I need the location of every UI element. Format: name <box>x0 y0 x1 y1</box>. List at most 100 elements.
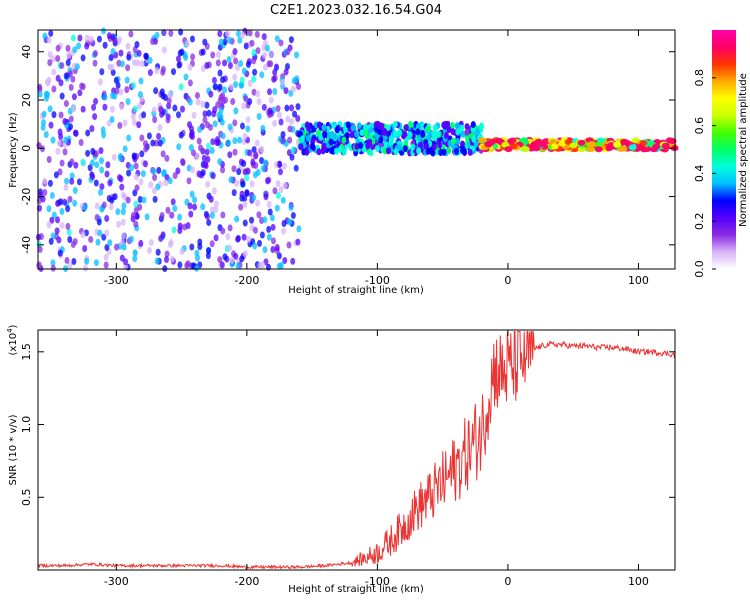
spectrogram-cell <box>374 145 380 153</box>
spectrogram-cell <box>235 235 241 243</box>
spectrogram-cell <box>68 115 74 123</box>
spectrogram-cell <box>215 101 221 109</box>
spectrogram-cell <box>206 247 212 255</box>
spectrogram-cell <box>165 206 171 214</box>
snr-y-scale-base: (x10 <box>8 333 19 356</box>
spectrogram-cell <box>166 102 172 110</box>
spectrogram-cell <box>272 68 278 76</box>
spectrogram-cell <box>242 168 248 176</box>
spectrogram-cell <box>244 174 250 182</box>
spectrogram-cell <box>113 243 119 251</box>
spectrogram-cell <box>132 189 138 197</box>
spectrogram-cell <box>158 234 164 242</box>
spectrogram-cell <box>478 137 487 144</box>
spectrogram-cell <box>72 199 78 207</box>
spectrogram-cell <box>62 148 68 156</box>
spectrogram-cell <box>227 224 233 232</box>
spectrogram-cell <box>42 32 48 40</box>
spectrogram-cell <box>177 222 183 230</box>
spectrogram-cell <box>55 216 61 224</box>
spectrogram-cell <box>284 104 290 112</box>
spectrogram-cell <box>114 87 120 95</box>
spectrogram-cell <box>259 231 265 239</box>
spectrogram-cell <box>296 225 302 233</box>
spectrogram-cell <box>200 169 206 177</box>
spectrogram-cell <box>431 143 437 151</box>
spectrogram-cell <box>272 119 278 127</box>
spectrogram-cell <box>222 38 228 46</box>
spectrogram-cell <box>295 103 301 111</box>
spectrogram-cell <box>213 200 219 208</box>
spectrogram-cell <box>64 256 70 264</box>
spectrogram-cell <box>111 153 117 161</box>
spectrogram-cell <box>184 40 190 48</box>
spectrogram-cell <box>119 103 125 111</box>
spectrogram-cell <box>558 140 567 147</box>
spectrogram-cell <box>268 50 274 58</box>
spectrogram-cell <box>267 88 273 96</box>
spectrogram-cell <box>577 139 586 146</box>
spectrogram-cell <box>260 261 266 269</box>
spectrogram-cell <box>241 102 247 110</box>
spectrogram-cell <box>276 111 282 119</box>
spectrogram-cell <box>290 211 296 219</box>
spectrogram-cell <box>289 104 295 112</box>
spectrogram-cell <box>80 105 86 113</box>
spectrogram-cell <box>251 88 257 96</box>
spectrogram-cell <box>232 137 238 145</box>
spectrogram-y-tick-label: -20 <box>20 188 33 206</box>
spectrogram-cell <box>126 53 132 61</box>
spectrogram-cell <box>83 264 89 272</box>
spectrogram-cell <box>251 57 257 65</box>
spectrogram-cell <box>652 143 661 150</box>
colorbar-tick-label: 0.8 <box>693 69 706 87</box>
spectrogram-cell <box>275 180 281 188</box>
spectrogram-cell <box>49 192 55 200</box>
spectrogram-cell <box>232 48 238 56</box>
spectrogram-cell <box>251 194 257 202</box>
spectrogram-cell <box>139 60 145 68</box>
spectrogram-cell <box>425 147 431 155</box>
spectrogram-cell <box>187 98 193 106</box>
spectrogram-cell <box>266 233 272 241</box>
spectrogram-cell <box>128 235 134 243</box>
spectrogram-cell <box>254 139 260 147</box>
spectrogram-cell <box>286 241 292 249</box>
spectrogram-cell <box>178 83 184 91</box>
spectrogram-cell <box>320 147 326 155</box>
spectrogram-cell <box>95 238 101 246</box>
spectrogram-cell <box>150 37 156 45</box>
spectrogram-cell <box>217 256 223 264</box>
spectrogram-cell <box>220 211 226 219</box>
spectrogram-cell <box>160 150 166 158</box>
spectrogram-cell <box>202 38 208 46</box>
spectrogram-cell <box>160 68 166 76</box>
spectrogram-cell <box>461 148 467 156</box>
spectrogram-cell <box>241 67 247 75</box>
spectrogram-cell <box>126 134 132 142</box>
snr-x-tick-label: 100 <box>628 575 649 588</box>
spectrogram-cell <box>65 59 71 67</box>
colorbar-gradient <box>712 30 736 269</box>
spectrogram-cell <box>73 161 79 169</box>
spectrogram-cell <box>420 131 426 139</box>
spectrogram-cell <box>455 138 461 146</box>
spectrogram-cell <box>267 208 273 216</box>
spectrogram-cell <box>188 210 194 218</box>
spectrogram-cell <box>259 156 265 164</box>
spectrogram-cell <box>239 76 245 84</box>
spectrogram-cell <box>231 165 237 173</box>
spectrogram-cell <box>172 205 178 213</box>
spectrogram-cell <box>51 211 57 219</box>
spectrogram-cell <box>99 68 105 76</box>
spectrogram-cell <box>116 220 122 228</box>
spectrogram-cell <box>350 124 356 132</box>
spectrogram-cell <box>167 177 173 185</box>
spectrogram-cell <box>194 264 200 272</box>
spectrogram-cell <box>171 68 177 76</box>
spectrogram-cell <box>104 229 110 237</box>
spectrogram-cell <box>68 83 74 91</box>
spectrogram-cell <box>288 36 294 44</box>
spectrogram-cell <box>107 239 113 247</box>
snr-x-tick-label: -100 <box>365 575 390 588</box>
